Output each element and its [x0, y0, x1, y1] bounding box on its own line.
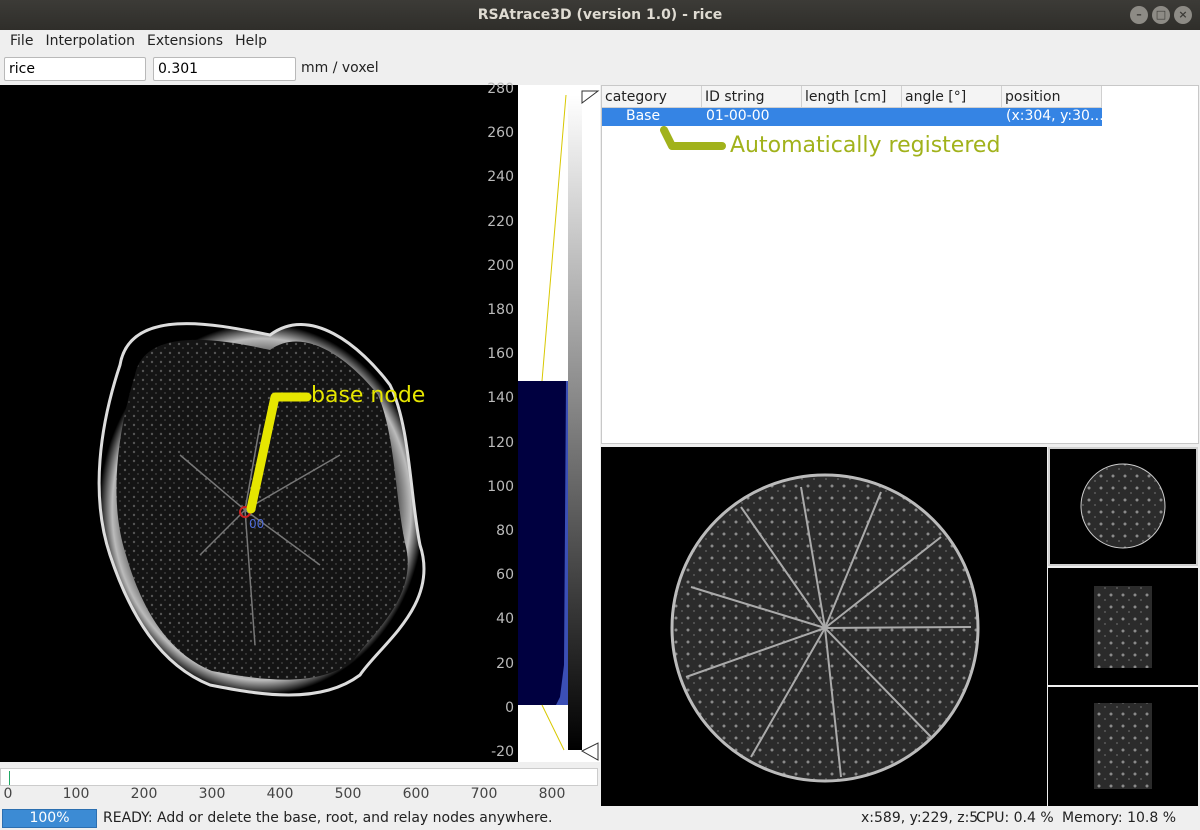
cell-category: Base	[626, 108, 661, 124]
root-cross-section-image	[97, 322, 426, 697]
thumbnail-coronal[interactable]	[1048, 568, 1198, 685]
x-tick-label: 700	[470, 786, 498, 802]
slice-slider-handle[interactable]	[9, 771, 10, 785]
progress-bar: 100%	[2, 809, 97, 828]
x-tick-label: 400	[266, 786, 294, 802]
y-tick-label: 40	[496, 611, 514, 628]
x-tick-label: 800	[538, 786, 566, 802]
y-tick-label: 100	[487, 478, 514, 495]
histogram-plot	[518, 85, 600, 762]
y-tick-label: 80	[496, 523, 514, 539]
y-tick-label: 140	[487, 390, 514, 407]
sagittal-thumbnail-image	[1094, 703, 1152, 789]
slice-timeline: 0 100 200 300 400 500 600 700 800	[0, 762, 600, 806]
coronal-thumbnail-image	[1094, 586, 1152, 668]
unit-label: mm / voxel	[301, 60, 379, 76]
y-tick-label: 60	[496, 567, 514, 584]
menu-extensions[interactable]: Extensions	[141, 33, 229, 49]
x-tick-label: 600	[402, 786, 430, 802]
close-icon[interactable]: ×	[1174, 6, 1192, 24]
upper-level-handle	[581, 90, 600, 104]
annotation-pointer-icon	[246, 392, 312, 514]
y-tick-label: 120	[487, 434, 514, 451]
base-node-id-label: 00	[249, 517, 265, 531]
volume-name-input[interactable]	[4, 57, 146, 81]
y-tick-label: 240	[487, 169, 514, 186]
column-length[interactable]: length [cm]	[802, 86, 902, 108]
maximize-icon[interactable]: □	[1152, 6, 1170, 24]
x-tick-label: 0	[3, 786, 13, 802]
lower-level-handle	[580, 742, 599, 761]
cell-position: (x:304, y:30…	[1006, 108, 1102, 124]
annotation-pointer-icon	[660, 126, 726, 150]
menu-interpolation[interactable]: Interpolation	[39, 33, 141, 49]
menu-help[interactable]: Help	[229, 33, 273, 49]
x-tick-label: 200	[130, 786, 158, 802]
menu-interpolation-label: Interpolation	[45, 33, 136, 49]
root-system-projection-image	[670, 473, 980, 783]
memory-usage: Memory: 10.8 %	[1062, 810, 1177, 826]
histogram-fill	[518, 381, 568, 705]
table-header: category ID string length [cm] angle [°]…	[602, 86, 1102, 108]
cell-id-string: 01-00-00	[706, 108, 770, 124]
menu-file-label: File	[10, 33, 34, 49]
x-tick-label: 100	[62, 786, 90, 802]
projection-view[interactable]	[601, 447, 1047, 806]
cursor-coordinates: x:589, y:229, z:5	[861, 810, 979, 826]
axial-thumbnail-image	[1080, 463, 1166, 549]
column-position[interactable]: position	[1002, 86, 1102, 108]
y-tick-label: 260	[487, 125, 514, 142]
column-angle[interactable]: angle [°]	[902, 86, 1002, 108]
grayscale-colorbar	[568, 95, 582, 750]
cell-angle	[902, 108, 1002, 126]
base-node-annotation: base node	[311, 383, 426, 408]
intensity-histogram[interactable]	[518, 85, 600, 762]
table-row[interactable]: Base 01-00-00 (x:304, y:30…	[602, 108, 1102, 126]
y-tick-label: 180	[487, 302, 514, 318]
menu-bar: File Interpolation Extensions Help	[0, 30, 1200, 52]
y-tick-label: 160	[487, 346, 514, 363]
toolbar: mm / voxel	[0, 55, 1200, 83]
slice-slider[interactable]	[0, 768, 598, 786]
minimize-icon[interactable]: –	[1130, 6, 1148, 24]
thumbnail-axial[interactable]	[1048, 447, 1198, 566]
y-tick-label: 0	[505, 699, 514, 716]
status-message: READY: Add or delete the base, root, and…	[103, 810, 553, 826]
slice-viewer[interactable]: 00 base node	[0, 85, 518, 762]
cell-length	[802, 108, 902, 126]
title-bar: RSAtrace3D (version 1.0) - rice – □ ×	[0, 0, 1200, 30]
thumbnail-sagittal[interactable]	[1048, 687, 1198, 806]
node-table[interactable]: category ID string length [cm] angle [°]…	[601, 85, 1199, 444]
cpu-usage: CPU: 0.4 %	[976, 810, 1054, 826]
column-category[interactable]: category	[602, 86, 702, 108]
y-tick-label: 220	[487, 213, 514, 230]
y-tick-label: -20	[491, 744, 514, 760]
menu-extensions-label: Extensions	[147, 33, 224, 49]
y-tick-label: 20	[496, 655, 514, 672]
status-bar: 100% READY: Add or delete the base, root…	[0, 807, 1200, 830]
window-title: RSAtrace3D (version 1.0) - rice	[477, 7, 723, 23]
y-tick-label: 280	[487, 81, 514, 97]
voxel-scale-input[interactable]	[153, 57, 296, 81]
menu-file[interactable]: File	[4, 33, 39, 49]
x-tick-label: 300	[198, 786, 226, 802]
window-controls: – □ ×	[1130, 6, 1192, 24]
y-axis: 280 260 240 220 200 180 160 140 120 100 80 60 40 20 0-…	[470, 81, 518, 762]
menu-help-label: Help	[235, 33, 267, 49]
auto-registered-annotation: Automatically registered	[730, 133, 1001, 158]
y-tick-label: 200	[487, 257, 514, 274]
x-tick-label: 500	[334, 786, 362, 802]
column-id-string[interactable]: ID string	[702, 86, 802, 108]
